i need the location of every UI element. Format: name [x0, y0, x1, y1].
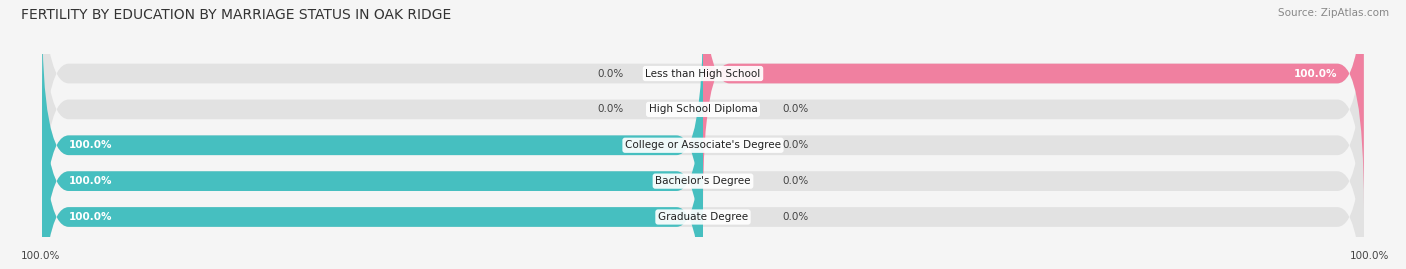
FancyBboxPatch shape	[42, 83, 1364, 269]
Text: 0.0%: 0.0%	[598, 69, 624, 79]
Text: 100.0%: 100.0%	[21, 251, 60, 261]
FancyBboxPatch shape	[42, 12, 1364, 269]
FancyBboxPatch shape	[42, 83, 703, 269]
Text: 0.0%: 0.0%	[782, 104, 808, 114]
FancyBboxPatch shape	[42, 48, 1364, 269]
FancyBboxPatch shape	[42, 0, 1364, 243]
Text: 100.0%: 100.0%	[69, 140, 112, 150]
Text: College or Associate's Degree: College or Associate's Degree	[626, 140, 780, 150]
Text: Less than High School: Less than High School	[645, 69, 761, 79]
Text: 100.0%: 100.0%	[69, 176, 112, 186]
Text: 0.0%: 0.0%	[782, 176, 808, 186]
Text: Graduate Degree: Graduate Degree	[658, 212, 748, 222]
Text: 0.0%: 0.0%	[782, 212, 808, 222]
Text: High School Diploma: High School Diploma	[648, 104, 758, 114]
Text: Source: ZipAtlas.com: Source: ZipAtlas.com	[1278, 8, 1389, 18]
Text: 0.0%: 0.0%	[598, 104, 624, 114]
Text: FERTILITY BY EDUCATION BY MARRIAGE STATUS IN OAK RIDGE: FERTILITY BY EDUCATION BY MARRIAGE STATU…	[21, 8, 451, 22]
Text: 100.0%: 100.0%	[69, 212, 112, 222]
FancyBboxPatch shape	[42, 12, 703, 269]
Text: Bachelor's Degree: Bachelor's Degree	[655, 176, 751, 186]
Text: 100.0%: 100.0%	[1294, 69, 1337, 79]
FancyBboxPatch shape	[703, 0, 1364, 207]
Text: 0.0%: 0.0%	[782, 140, 808, 150]
FancyBboxPatch shape	[42, 0, 1364, 207]
Text: 100.0%: 100.0%	[1350, 251, 1389, 261]
FancyBboxPatch shape	[42, 48, 703, 269]
